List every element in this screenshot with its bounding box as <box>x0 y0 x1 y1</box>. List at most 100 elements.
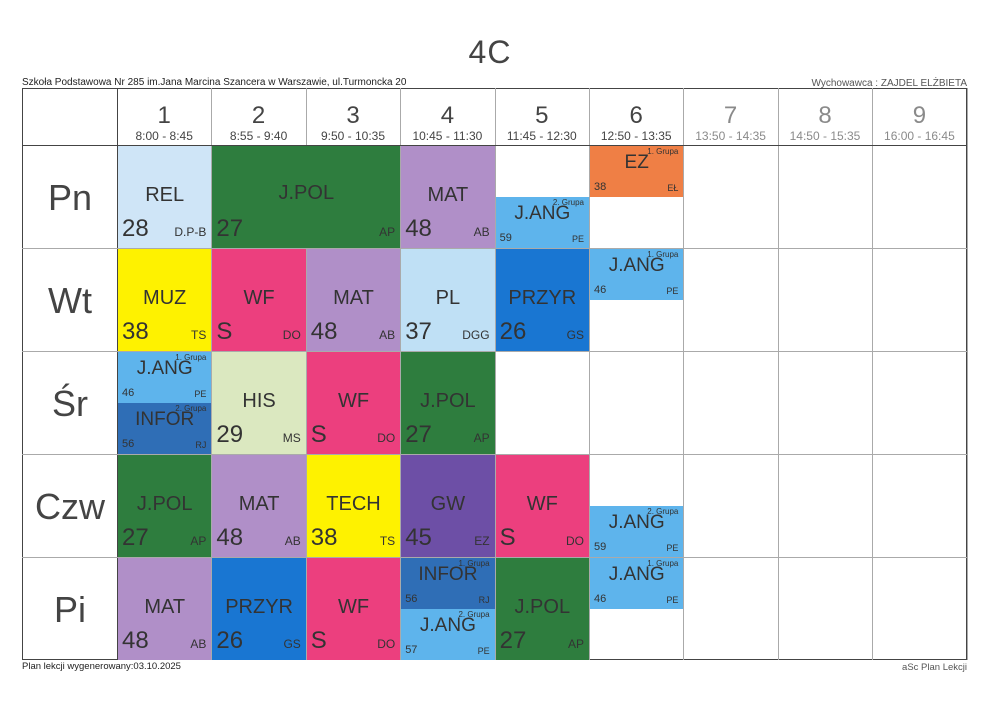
lesson-subject: MAT <box>144 596 186 618</box>
lesson-teacher: MS <box>282 431 301 445</box>
period-header: 7 13:50 - 14:35 <box>683 89 777 145</box>
lesson-cell[interactable]: HIS 29 MS <box>212 352 306 454</box>
lesson-cell[interactable]: GW 45 EZ <box>401 455 495 557</box>
lesson-cell[interactable]: WF S DO <box>495 455 589 557</box>
lesson-room: 46 <box>594 283 607 296</box>
grid-column-line <box>211 88 213 660</box>
lesson-cell[interactable]: PRZYR 26 GS <box>495 249 589 351</box>
lesson-room: 48 <box>310 318 338 345</box>
lesson-subject: GW <box>430 493 466 515</box>
lesson-room: 38 <box>310 524 338 551</box>
lesson-room: S <box>310 627 327 654</box>
lesson-cell[interactable]: MAT 48 AB <box>118 558 212 660</box>
period-number: 2 <box>251 102 266 129</box>
lesson-subject: MAT <box>238 493 280 515</box>
lesson-cell[interactable]: 1. Grupa J.ANG 46 PE <box>118 352 212 403</box>
period-time: 10:45 - 11:30 <box>412 129 483 143</box>
lesson-cell[interactable]: 1. Grupa INFOR 56 RJ <box>401 558 495 609</box>
period-number: 7 <box>723 102 738 129</box>
grid-row-line <box>22 351 967 352</box>
lesson-cell[interactable]: WF S DO <box>306 558 401 660</box>
lesson-room: 28 <box>122 215 149 242</box>
lesson-cell[interactable]: 2. Grupa INFOR 56 RJ <box>118 403 212 454</box>
lesson-cell[interactable]: 2. Grupa J.ANG 59 PE <box>495 197 589 248</box>
homeroom-teacher: Wychowawca : ZAJDEL ELŻBIETA <box>811 78 967 89</box>
lesson-teacher: AP <box>473 431 490 445</box>
lesson-group: 2. Grupa <box>458 610 490 619</box>
lesson-room: 27 <box>216 215 244 242</box>
period-header: 1 8:00 - 8:45 <box>117 89 211 145</box>
lesson-subject: WF <box>526 493 558 515</box>
period-time: 8:00 - 8:45 <box>135 129 193 143</box>
lesson-cell[interactable]: TECH 38 TS <box>306 455 401 557</box>
lesson-cell[interactable]: MAT 48 AB <box>401 146 495 248</box>
lesson-cell[interactable]: 1. Grupa EZ 38 EŁ <box>590 146 684 197</box>
period-number: 3 <box>346 102 360 129</box>
lesson-subject: J.ANG <box>608 564 665 585</box>
period-time: 12:50 - 13:35 <box>600 129 672 143</box>
lesson-teacher: PE <box>194 388 207 399</box>
lesson-subject: J.POL <box>420 390 476 412</box>
lesson-room: S <box>310 421 327 448</box>
grid-row-line <box>22 248 967 249</box>
lesson-room: 48 <box>122 627 149 654</box>
lesson-cell[interactable]: J.POL 27 AP <box>118 455 212 557</box>
period-header: 3 9:50 - 10:35 <box>306 89 400 145</box>
lesson-cell[interactable]: 1. Grupa J.ANG 46 PE <box>590 249 684 300</box>
lesson-cell[interactable]: 1. Grupa J.ANG 46 PE <box>590 558 684 609</box>
lesson-cell[interactable]: PL 37 DGG <box>401 249 495 351</box>
lesson-subject: INFOR <box>418 564 478 585</box>
grid-column-line <box>683 88 685 660</box>
lesson-cell[interactable]: J.POL 27 AP <box>401 352 495 454</box>
day-label: Śr <box>52 383 88 424</box>
lesson-teacher: RJ <box>195 439 207 450</box>
grid-column-line <box>872 88 874 660</box>
lesson-cell[interactable]: MAT 48 AB <box>212 455 306 557</box>
period-number: 8 <box>818 102 832 129</box>
grid-row-line <box>22 145 967 146</box>
lesson-cell[interactable]: REL 28 D.P-B <box>118 146 212 248</box>
lesson-teacher: AP <box>379 225 396 239</box>
day-label: Wt <box>48 280 92 321</box>
lesson-cell[interactable]: PRZYR 26 GS <box>212 558 306 660</box>
lesson-subject: EZ <box>624 152 649 173</box>
lesson-cell[interactable]: J.POL 27 AP <box>495 558 589 660</box>
lesson-cell[interactable]: WF S DO <box>212 249 306 351</box>
lesson-subject: HIS <box>242 390 276 412</box>
lesson-cell[interactable]: 2. Grupa J.ANG 57 PE <box>401 609 495 660</box>
lesson-teacher: AB <box>379 328 396 342</box>
lesson-cell[interactable]: MAT 48 AB <box>306 249 401 351</box>
lesson-teacher: DO <box>282 328 301 342</box>
lesson-teacher: EZ <box>474 534 490 548</box>
lesson-subject: J.POL <box>514 596 571 618</box>
period-header: 4 10:45 - 11:30 <box>400 89 494 145</box>
lesson-room: 48 <box>216 524 244 551</box>
lesson-subject: TECH <box>326 493 381 515</box>
period-number: 4 <box>440 102 455 129</box>
lesson-room: 56 <box>122 437 135 450</box>
lesson-cell[interactable]: WF S DO <box>306 352 401 454</box>
lesson-subject: J.ANG <box>608 255 665 276</box>
lesson-subject: J.POL <box>278 182 335 204</box>
lesson-subject: MAT <box>427 184 469 206</box>
period-header: 6 12:50 - 13:35 <box>589 89 683 145</box>
grid-column-line <box>305 88 307 660</box>
class-title: 4C <box>468 34 512 70</box>
lesson-group: 2. Grupa <box>647 507 679 516</box>
period-time: 14:50 - 15:35 <box>789 129 861 143</box>
lesson-room: 27 <box>122 524 149 551</box>
lesson-subject: MUZ <box>143 287 187 309</box>
lesson-subject: MAT <box>333 287 374 309</box>
lesson-cell[interactable]: MUZ 38 TS <box>118 249 212 351</box>
period-time: 8:55 - 9:40 <box>229 129 288 143</box>
school-name: Szkoła Podstawowa Nr 285 im.Jana Marcina… <box>22 77 407 88</box>
lesson-teacher: DGG <box>462 328 490 342</box>
lesson-cell[interactable]: 2. Grupa J.ANG 59 PE <box>590 506 684 557</box>
lesson-room: 45 <box>405 524 432 551</box>
lesson-teacher: EŁ <box>667 182 679 193</box>
lesson-room: 56 <box>405 592 418 605</box>
lesson-cell[interactable]: J.POL 27 AP <box>212 146 401 248</box>
lesson-group: 1. Grupa <box>458 559 490 568</box>
period-number: 5 <box>535 102 549 129</box>
period-number: 9 <box>912 102 927 129</box>
